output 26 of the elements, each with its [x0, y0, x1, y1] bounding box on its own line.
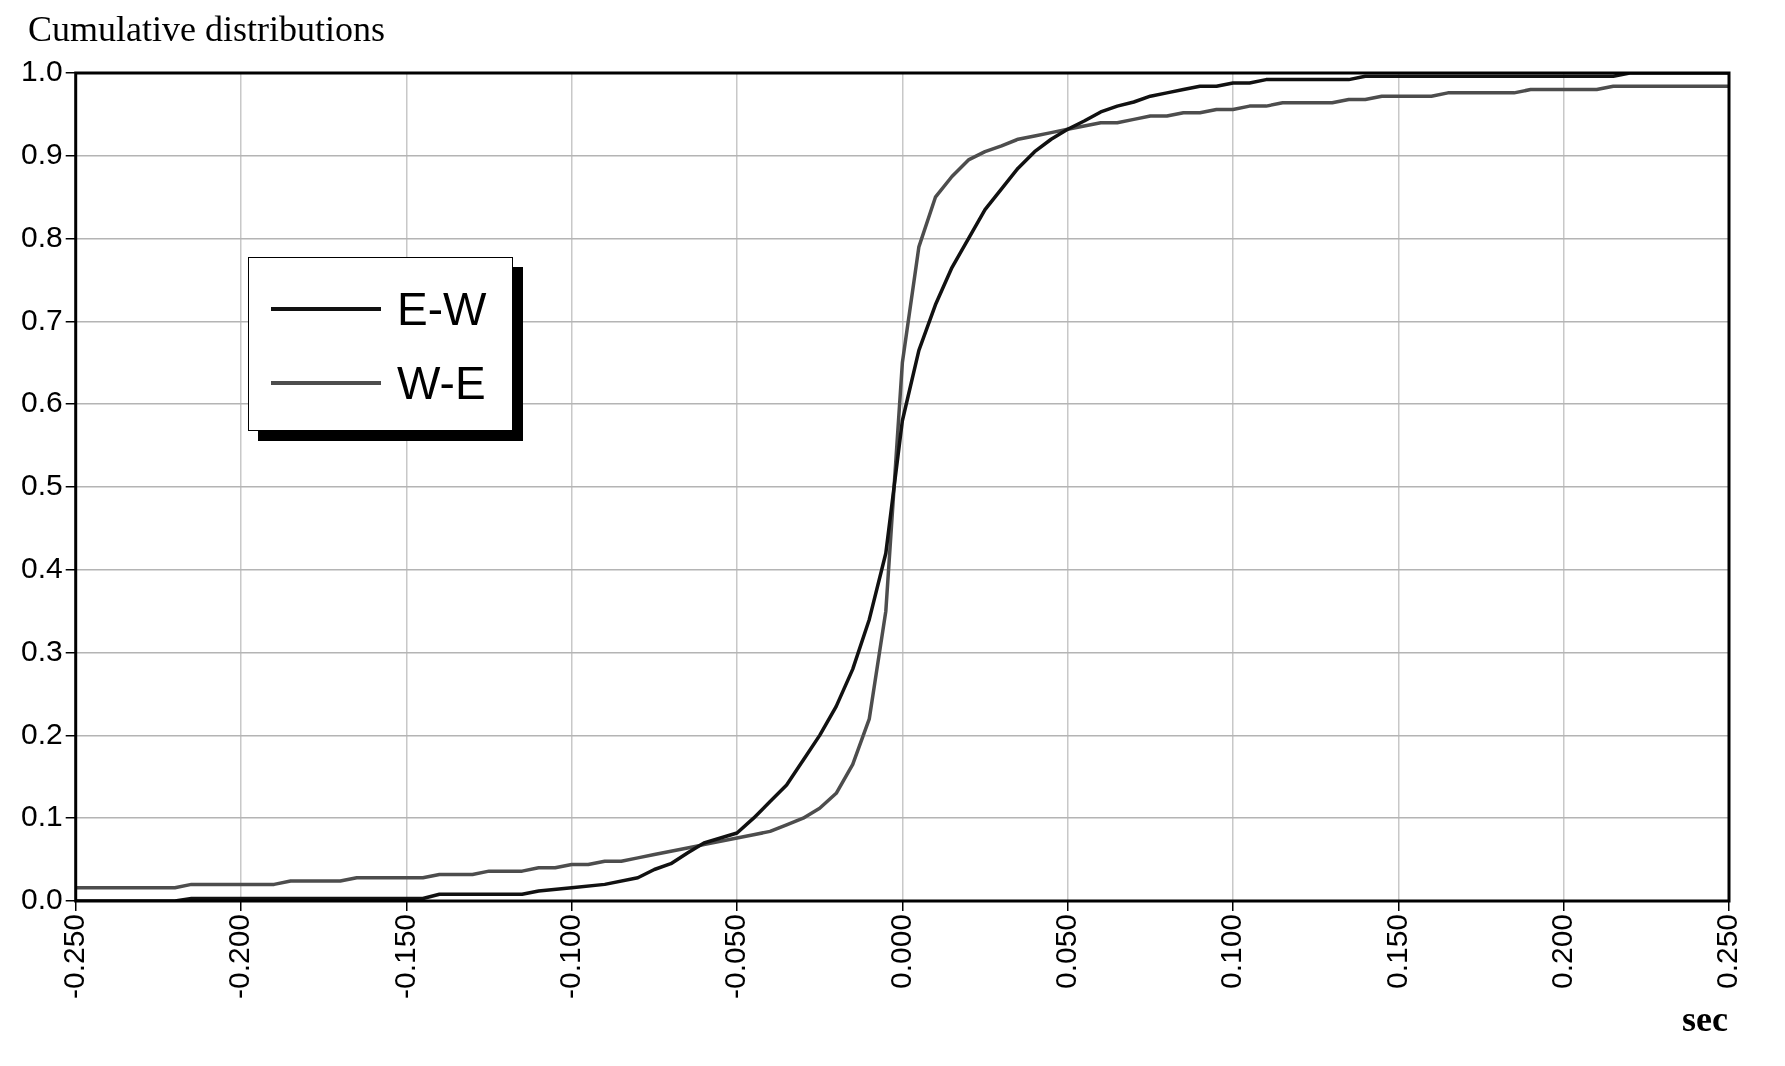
- x-tick-label: 0.150: [1379, 913, 1413, 990]
- y-tick-label: 0.5: [20, 468, 63, 502]
- x-tick-label: 0.000: [883, 913, 917, 990]
- y-tick-label: 0.8: [20, 219, 63, 253]
- y-tick-label: 1.0: [20, 54, 63, 88]
- y-tick-label: 0.4: [20, 551, 63, 585]
- y-tick-label: 0.9: [20, 137, 63, 171]
- legend-label: E-W: [397, 282, 487, 336]
- x-tick-label: -0.250: [56, 913, 90, 1000]
- y-tick-label: 0.1: [20, 799, 63, 833]
- x-tick-label: 0.200: [1544, 913, 1578, 990]
- x-tick-label: 0.250: [1710, 913, 1744, 990]
- y-tick-label: 0.2: [20, 716, 63, 750]
- x-tick-label: 0.100: [1214, 913, 1248, 990]
- x-axis-title: sec: [1682, 998, 1728, 1040]
- legend-label: W-E: [397, 356, 486, 410]
- x-tick-label: -0.100: [552, 913, 586, 1000]
- x-tick-label: -0.200: [222, 913, 256, 1000]
- x-tick-label: -0.150: [387, 913, 421, 1000]
- y-tick-label: 0.7: [20, 302, 63, 336]
- y-tick-label: 0.3: [20, 633, 63, 667]
- y-tick-label: 0.6: [20, 385, 63, 419]
- chart-title: Cumulative distributions: [27, 8, 386, 51]
- x-tick-label: -0.050: [718, 913, 752, 1000]
- y-tick-label: 0.0: [20, 882, 63, 916]
- x-tick-label: 0.050: [1048, 913, 1082, 990]
